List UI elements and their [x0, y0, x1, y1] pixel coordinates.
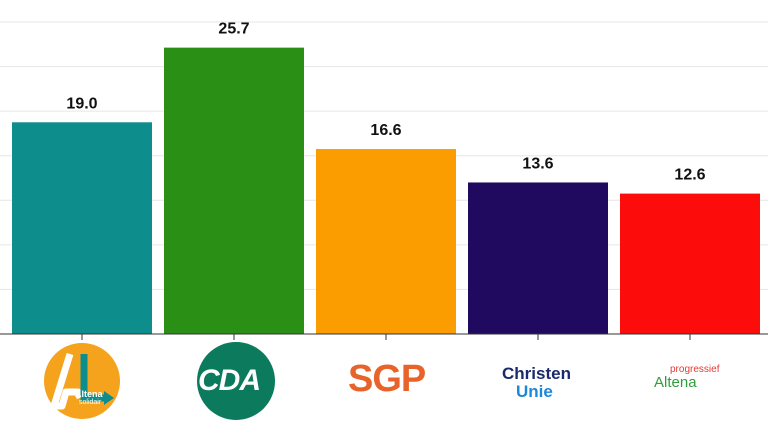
logo-cda: CDA	[166, 336, 306, 426]
altena-progressief-small-text: progressief	[670, 364, 720, 375]
bar-value-label: 12.6	[674, 167, 705, 184]
bar	[12, 122, 152, 335]
bar-value-label: 16.6	[370, 122, 401, 139]
christenunie-logo-line2: Unie	[516, 382, 553, 401]
bar	[164, 47, 304, 334]
altena-logo-line2: solidair	[79, 399, 102, 406]
logo-sgp: SGP	[318, 336, 458, 426]
altena-logo-line1: Altena	[75, 389, 103, 399]
logo-christenunie: Christen Unie	[470, 336, 610, 426]
logo-altena-progressief: progressief Altena	[622, 336, 762, 426]
bar	[316, 149, 456, 334]
sgp-logo-text: SGP	[348, 358, 426, 400]
altena-progressief-main-text: Altena	[654, 374, 697, 391]
bar	[620, 193, 760, 334]
bar-value-label: 25.7	[218, 21, 249, 38]
logo-altena-solidair: Altena solidair	[12, 336, 152, 426]
christenunie-logo-line1: Christen	[502, 364, 571, 383]
bar-value-label: 19.0	[66, 95, 97, 112]
bar-value-label: 13.6	[522, 155, 553, 172]
bar-chart: 19.0 25.7 16.6 13.6 12.6	[0, 21, 768, 340]
cda-logo-text: CDA	[198, 364, 261, 397]
bar	[468, 182, 608, 334]
